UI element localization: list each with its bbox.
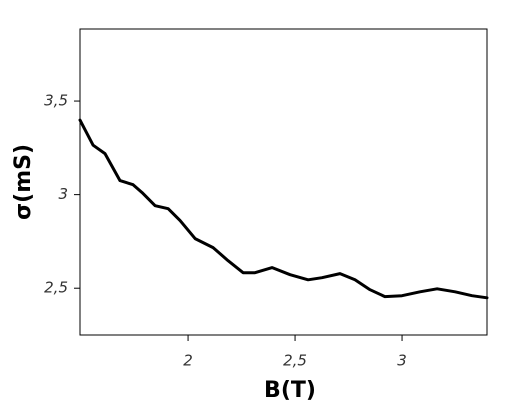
data-line — [78, 118, 489, 300]
y-axis-label: σ(mS) — [11, 144, 36, 220]
x-axis-label: B(T) — [264, 378, 316, 403]
plot-frame — [79, 28, 488, 336]
x-tick-label: 2,5 — [283, 352, 307, 370]
y-tick-label: 3,5 — [44, 92, 68, 110]
y-tick-label: 2,5 — [44, 279, 68, 297]
y-tick-label: 3 — [58, 185, 68, 203]
x-tick-label: 3 — [397, 352, 407, 370]
x-tick-label: 2 — [183, 352, 193, 370]
